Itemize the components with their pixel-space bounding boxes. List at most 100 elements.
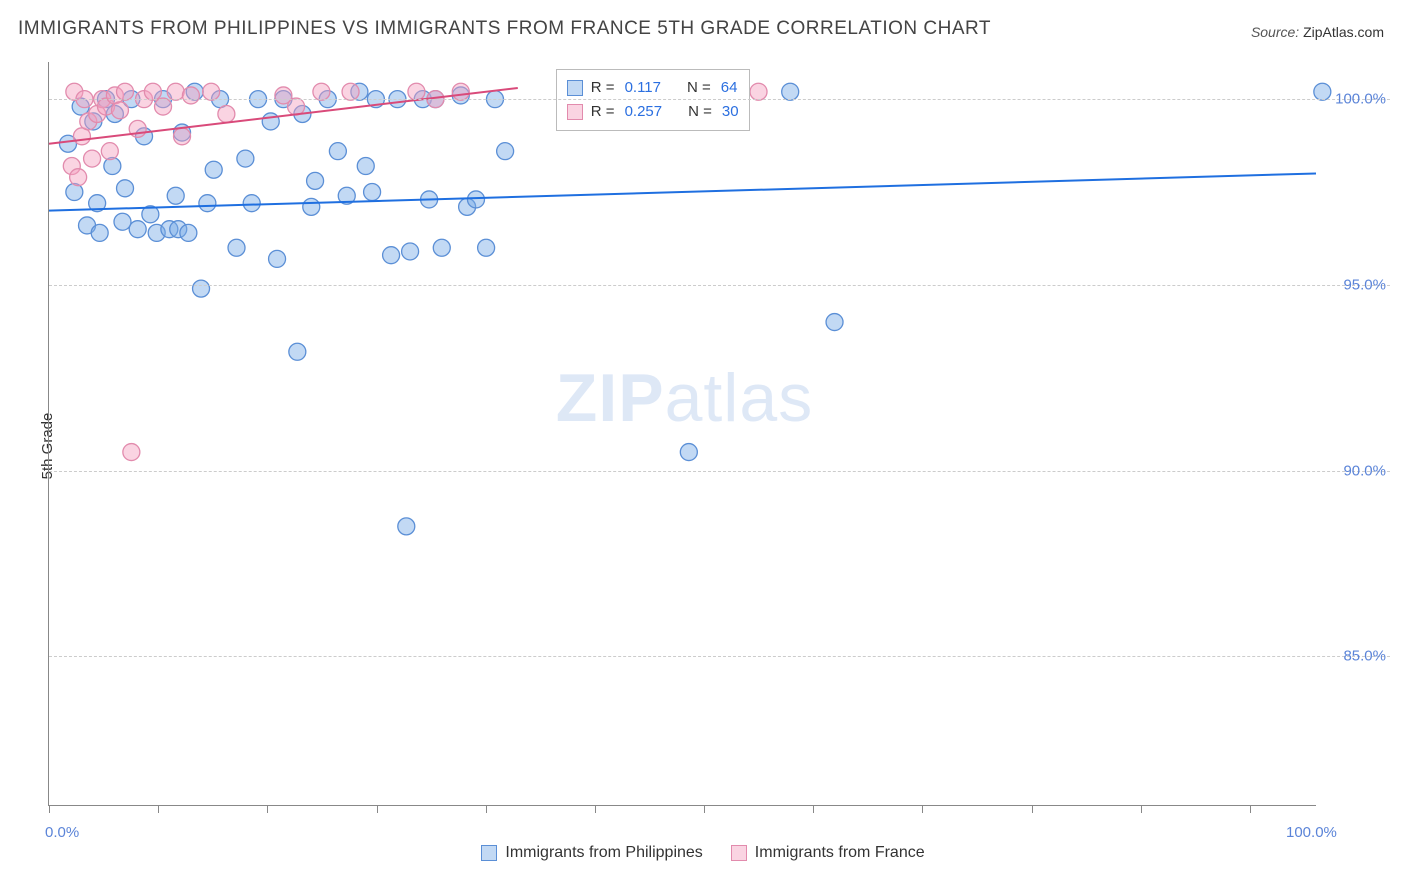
x-tick-label: 0.0%	[45, 824, 79, 841]
data-point-philippines	[478, 239, 495, 256]
data-point-philippines	[167, 187, 184, 204]
legend-stats-row: R = 0.257 N = 30	[567, 100, 739, 124]
gridline	[49, 471, 1390, 472]
y-tick-label: 90.0%	[1343, 462, 1386, 479]
data-point-philippines	[269, 250, 286, 267]
data-point-philippines	[383, 247, 400, 264]
data-point-philippines	[193, 280, 210, 297]
legend-stats-row: R = 0.117 N = 64	[567, 76, 739, 100]
data-point-france	[117, 83, 134, 100]
data-point-france	[123, 444, 140, 461]
data-point-france	[155, 98, 172, 115]
source-label: Source:	[1251, 24, 1299, 40]
data-point-philippines	[114, 213, 131, 230]
x-tick	[813, 805, 814, 813]
plot-frame: ZIPatlas R =0.117N =64R =0.257N =30 85.0…	[48, 62, 1316, 806]
x-tick	[49, 805, 50, 813]
data-point-philippines	[303, 198, 320, 215]
r-value: 0.117	[625, 76, 661, 100]
x-tick	[922, 805, 923, 813]
legend-stats-box: R = 0.117 N = 64 R = 0.257 N = 30	[556, 69, 750, 131]
data-point-france	[84, 150, 101, 167]
legend-swatch-philippines	[481, 845, 497, 861]
data-point-france	[203, 83, 220, 100]
legend-label-philippines: Immigrants from Philippines	[505, 844, 702, 862]
data-point-philippines	[1314, 83, 1331, 100]
data-point-philippines	[117, 180, 134, 197]
gridline	[49, 99, 1390, 100]
data-point-france	[167, 83, 184, 100]
x-tick	[1141, 805, 1142, 813]
legend-label-france: Immigrants from France	[755, 844, 925, 862]
data-point-philippines	[497, 143, 514, 160]
gridline	[49, 285, 1390, 286]
r-label: R =	[591, 76, 615, 100]
data-point-philippines	[180, 224, 197, 241]
data-point-philippines	[680, 444, 697, 461]
plot-area: ZIPatlas R =0.117N =64R =0.257N =30 85.0…	[48, 62, 1316, 806]
n-label: N =	[687, 76, 711, 100]
r-value: 0.257	[625, 100, 663, 124]
legend-item-philippines: Immigrants from Philippines	[481, 844, 702, 862]
data-point-france	[218, 106, 235, 123]
x-tick	[1250, 805, 1251, 813]
data-point-france	[313, 83, 330, 100]
data-point-philippines	[199, 195, 216, 212]
x-tick	[486, 805, 487, 813]
gridline	[49, 656, 1390, 657]
data-point-philippines	[357, 158, 374, 175]
data-point-philippines	[364, 184, 381, 201]
x-tick	[595, 805, 596, 813]
data-point-philippines	[307, 172, 324, 189]
x-tick	[704, 805, 705, 813]
n-label: N =	[688, 100, 712, 124]
data-point-france	[174, 128, 191, 145]
data-point-philippines	[228, 239, 245, 256]
source-attribution: Source: ZipAtlas.com	[1251, 24, 1384, 40]
n-value: 64	[721, 76, 738, 100]
data-point-philippines	[289, 343, 306, 360]
r-label: R =	[591, 100, 615, 124]
data-point-philippines	[329, 143, 346, 160]
data-point-france	[452, 83, 469, 100]
data-point-philippines	[104, 158, 121, 175]
data-point-philippines	[262, 113, 279, 130]
bottom-legend: Immigrants from Philippines Immigrants f…	[0, 844, 1406, 862]
data-point-france	[101, 143, 118, 160]
data-point-philippines	[129, 221, 146, 238]
legend-swatch	[567, 80, 583, 96]
x-tick	[377, 805, 378, 813]
y-tick-label: 85.0%	[1343, 648, 1386, 665]
x-tick-label: 100.0%	[1286, 824, 1337, 841]
x-tick	[267, 805, 268, 813]
legend-swatch	[567, 104, 583, 120]
chart-container: IMMIGRANTS FROM PHILIPPINES VS IMMIGRANT…	[0, 0, 1406, 892]
data-point-france	[182, 87, 199, 104]
data-point-france	[750, 83, 767, 100]
chart-svg	[49, 62, 1316, 805]
x-tick	[1032, 805, 1033, 813]
data-point-philippines	[782, 83, 799, 100]
data-point-philippines	[205, 161, 222, 178]
data-point-france	[408, 83, 425, 100]
legend-swatch-france	[731, 845, 747, 861]
data-point-philippines	[467, 191, 484, 208]
legend-item-france: Immigrants from France	[731, 844, 925, 862]
data-point-philippines	[91, 224, 108, 241]
y-tick-label: 100.0%	[1335, 91, 1386, 108]
trend-line-philippines	[49, 173, 1316, 210]
n-value: 30	[722, 100, 739, 124]
data-point-france	[144, 83, 161, 100]
data-point-philippines	[402, 243, 419, 260]
data-point-philippines	[826, 314, 843, 331]
data-point-philippines	[433, 239, 450, 256]
data-point-philippines	[66, 184, 83, 201]
data-point-france	[70, 169, 87, 186]
x-tick	[158, 805, 159, 813]
chart-title: IMMIGRANTS FROM PHILIPPINES VS IMMIGRANT…	[18, 18, 991, 40]
data-point-philippines	[398, 518, 415, 535]
data-point-philippines	[237, 150, 254, 167]
source-value: ZipAtlas.com	[1303, 24, 1384, 40]
data-point-france	[111, 102, 128, 119]
data-point-france	[288, 98, 305, 115]
